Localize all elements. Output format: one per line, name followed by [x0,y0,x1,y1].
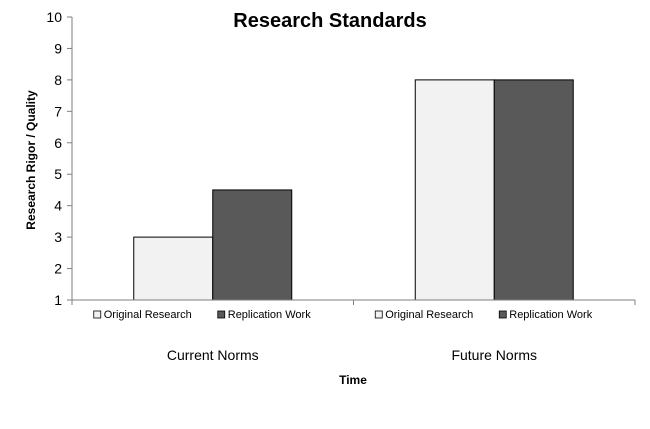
y-tick-label: 8 [54,72,62,88]
legend-replication-work-label: Replication Work [228,309,311,321]
legend-original-research-swatch [374,310,383,319]
y-tick-label: 7 [54,103,62,119]
y-tick-label: 3 [54,229,62,245]
y-tick-label: 6 [54,135,62,151]
category-label: Future Norms [451,347,537,363]
axes [71,17,636,305]
bar-replication-work [493,79,574,301]
legend-original-research-label: Original Research [104,309,192,321]
bars [133,79,574,301]
bar-original-research [133,236,214,301]
y-axis-ticks: 1 2 3 4 5 6 7 8 9 10 [46,9,72,308]
x-axis-label: Time [339,373,367,387]
legend-original-research-swatch [93,310,102,319]
category-label: Current Norms [167,347,259,363]
y-axis-label: Research Rigor / Quality [24,90,38,230]
legend-replication-work-swatch [498,310,507,319]
y-tick-label: 4 [54,198,62,214]
legends: Original Research Replication Work Origina… [93,309,593,321]
y-tick-label: 5 [54,166,62,182]
legend-original-research-label: Original Research [385,309,473,321]
chart-title: Research Standards [233,10,426,32]
y-tick-label: 2 [54,261,62,277]
y-tick-label: 9 [54,40,62,56]
y-tick-label: 10 [46,9,62,25]
y-tick-label: 1 [54,292,62,308]
legend-replication-work-label: Replication Work [509,309,592,321]
legend-replication-work-swatch [217,310,226,319]
category-labels: Current Norms Future Norms [167,347,537,363]
bar-original-research [414,79,495,301]
bar-replication-work [212,189,293,301]
